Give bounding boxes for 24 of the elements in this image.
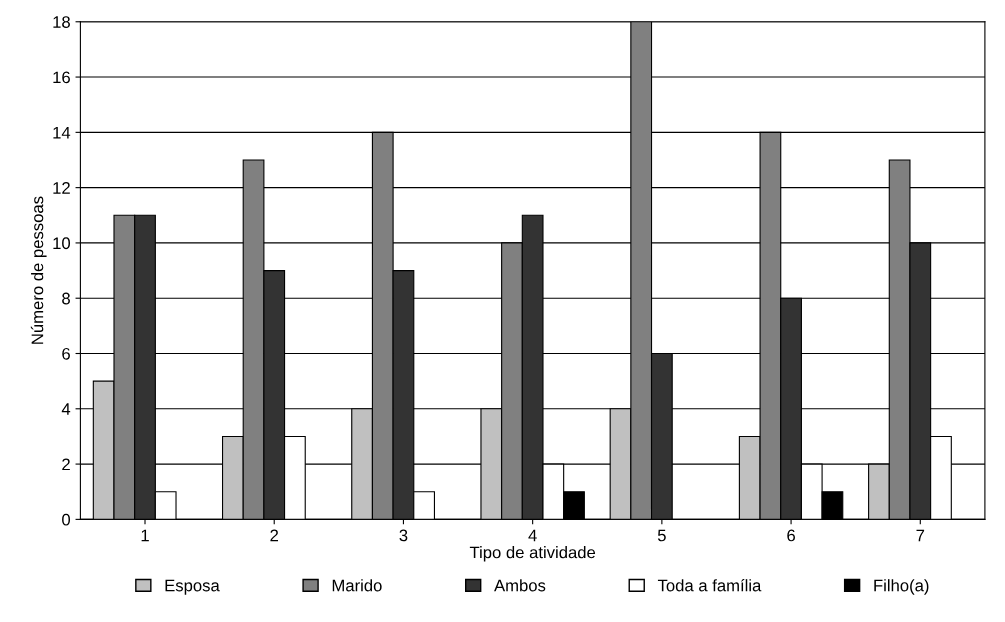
x-tick-label: 4 — [528, 529, 537, 542]
legend-label: Marido — [332, 579, 382, 592]
y-tick-label: 0 — [62, 513, 71, 526]
y-tick-label: 14 — [53, 126, 71, 139]
x-tick-label: 3 — [399, 529, 408, 542]
y-tick-label: 8 — [62, 292, 70, 305]
legend-label: Toda a família — [657, 578, 762, 592]
x-tick-label: 1 — [141, 529, 149, 542]
y-tick-label: 2 — [62, 458, 70, 471]
x-tick-label: 7 — [916, 529, 925, 542]
y-tick-label: 4 — [61, 403, 71, 415]
x-axis-title: Tipo de atividade — [469, 546, 596, 562]
y-tick-label: 16 — [53, 71, 70, 84]
legend-label: Esposa — [165, 579, 220, 595]
x-tick-label: 5 — [657, 529, 666, 542]
y-axis-title: Número de pessoas — [30, 196, 47, 344]
legend-label: Filho(a) — [874, 579, 929, 595]
x-tick-label: 6 — [787, 529, 795, 542]
x-tick-label: 2 — [270, 529, 279, 542]
y-tick-label: 18 — [53, 16, 70, 28]
y-tick-label: 12 — [53, 182, 70, 194]
y-tick-label: 6 — [62, 347, 70, 360]
y-tick-label: 10 — [53, 237, 71, 250]
legend-label: Ambos — [494, 579, 546, 592]
